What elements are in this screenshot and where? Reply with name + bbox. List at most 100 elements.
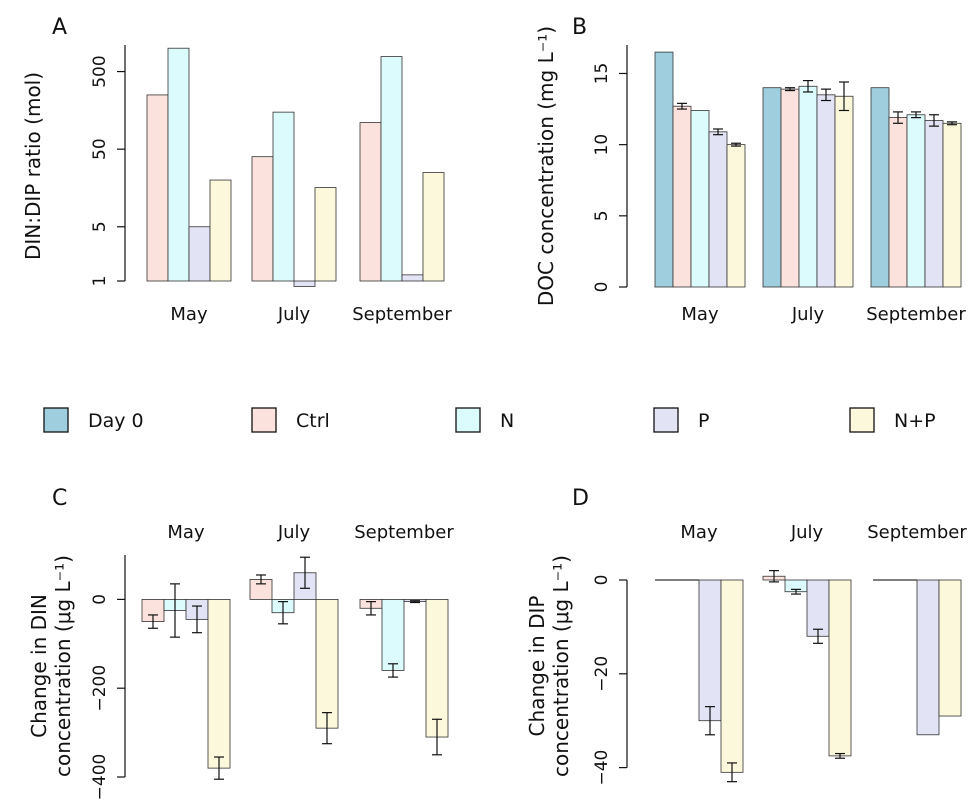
panel-d-y-tick-label: −40 xyxy=(592,750,612,786)
panel-b-error-bar xyxy=(785,87,795,92)
legend-swatch-n xyxy=(455,407,481,433)
panel-b-bar-day0 xyxy=(870,87,890,288)
panel-b-bar-n xyxy=(690,110,710,288)
panel-c-error-bar xyxy=(214,756,224,780)
panel-b-error-bar xyxy=(677,102,687,110)
panel-c-ylabel-line1: Change in DIN xyxy=(27,594,51,738)
panel-b-error-bar xyxy=(803,79,813,93)
panel-c-y-tick-label: −400 xyxy=(90,754,110,801)
legend-item-n: N xyxy=(455,407,514,433)
panel-a-bar-n xyxy=(167,47,190,282)
panel-a-bar-np xyxy=(314,187,337,282)
panel-b-y-tick-label: 15 xyxy=(592,63,612,85)
legend-swatch-p xyxy=(653,407,679,433)
panel-a-y-tick-label: 1 xyxy=(90,276,110,287)
panel-d-bar-p xyxy=(806,579,830,637)
panel-b-plot: 0 5 10 15 May July September xyxy=(592,45,966,325)
panel-c-y-tick-label: 0 xyxy=(90,594,110,605)
panel-c-error-bar xyxy=(148,614,158,629)
panel-a-ylabel: DIN:DIP ratio (mol) xyxy=(21,72,45,260)
panel-b-category-label: July xyxy=(791,304,825,325)
panel-b-bar-p xyxy=(708,131,728,288)
legend: Day 0 Ctrl N P N+P xyxy=(43,407,936,433)
panel-c-error-bar xyxy=(170,583,180,638)
panel-b-error-bar xyxy=(713,128,723,136)
panel-a-bar-ctrl xyxy=(251,156,274,282)
panel-a-bar-np xyxy=(209,179,232,282)
legend-item-ctrl: Ctrl xyxy=(251,407,330,433)
panel-a-y-tick-label: 5 xyxy=(90,221,110,232)
panel-c-error-bar xyxy=(366,601,376,616)
legend-label-p: P xyxy=(698,410,709,432)
panel-b-bar-p xyxy=(924,120,944,288)
panel-c-bar-np xyxy=(425,599,449,738)
panel-b-bar-ctrl xyxy=(780,88,800,288)
panel-d-error-bar xyxy=(727,762,737,783)
panel-b-bar-ctrl xyxy=(888,117,908,288)
panel-b-error-bar xyxy=(947,121,957,126)
panel-d-bar-p xyxy=(698,579,722,722)
panel-b-letter: B xyxy=(572,15,587,40)
panel-a-bar-p xyxy=(293,280,316,287)
panel-c-error-bar xyxy=(388,663,398,678)
panel-d-y-tick-label: 0 xyxy=(592,575,612,586)
panel-b-error-bar xyxy=(821,88,831,102)
panel-c-error-bar xyxy=(278,601,288,625)
panel-c-bar-np xyxy=(315,599,339,729)
panel-d-ylabel-line2: concentration (μg L⁻¹) xyxy=(549,555,573,777)
legend-swatch-ctrl xyxy=(251,407,277,433)
panel-b-error-bar xyxy=(911,111,921,119)
panel-b-bar-day0 xyxy=(762,87,782,288)
panel-b-bar-np xyxy=(726,144,746,288)
panel-a-category-label: September xyxy=(352,304,452,325)
panel-c-bar-np xyxy=(207,599,231,769)
panel-d-category-label: May xyxy=(680,522,718,543)
panel-c-error-bar xyxy=(300,556,310,589)
panel-c-error-bar xyxy=(432,718,442,756)
panel-c: C Change in DIN concentration (μg L⁻¹) 0… xyxy=(27,486,454,800)
panel-a-y-tick-label: 500 xyxy=(90,55,110,87)
legend-swatch-np xyxy=(849,407,875,433)
panel-a-bar-p xyxy=(188,226,211,282)
panel-a-category-label: May xyxy=(170,304,208,325)
panel-d-category-label: July xyxy=(790,522,824,543)
legend-label-n: N xyxy=(500,410,514,432)
panel-d-bar-np xyxy=(938,579,962,717)
panel-d-letter: D xyxy=(572,486,589,511)
panel-a-bar-p xyxy=(401,274,424,282)
panel-c-letter: C xyxy=(52,486,67,511)
legend-label-np: N+P xyxy=(894,410,936,432)
panel-a-bar-n xyxy=(272,111,295,282)
panel-b-category-label: September xyxy=(866,304,966,325)
panel-d-category-label: September xyxy=(867,522,967,543)
panel-d-error-bar xyxy=(835,752,845,759)
panel-d-error-bar xyxy=(705,706,715,736)
panel-d-bar-p xyxy=(916,579,940,736)
legend-label-ctrl: Ctrl xyxy=(296,410,330,432)
panel-a-category-label: July xyxy=(277,304,311,325)
panel-d-plot: 0 −20 −40 May July September xyxy=(592,522,967,786)
panel-c-ylabel-line2: concentration (μg L⁻¹) xyxy=(51,555,75,777)
legend-item-p: P xyxy=(653,407,709,433)
panel-c-error-bar xyxy=(256,574,266,585)
legend-item-np: N+P xyxy=(849,407,936,433)
panel-d-error-bar xyxy=(813,628,823,644)
panel-c-bar-n xyxy=(381,599,405,671)
panel-a-letter: A xyxy=(52,15,67,40)
panel-c-error-bar xyxy=(322,712,332,745)
panel-b-bar-day0 xyxy=(654,51,674,288)
panel-b-y-tick-label: 10 xyxy=(592,134,612,156)
panel-b-bar-p xyxy=(816,94,836,288)
panel-c-plot: 0 −200 −400 May July September xyxy=(90,522,454,800)
panel-b-bar-n xyxy=(906,114,926,288)
panel-c-category-label: May xyxy=(167,522,205,543)
panel-b-error-bar xyxy=(893,111,903,124)
panel-b-error-bar xyxy=(731,142,741,147)
panel-b-y-tick-label: 0 xyxy=(592,282,612,293)
panel-b-category-label: May xyxy=(681,304,719,325)
panel-c-error-bar xyxy=(192,605,202,634)
panel-d-y-tick-label: −20 xyxy=(592,656,612,692)
panel-d-error-bar xyxy=(791,588,801,595)
panel-a-plot: 1 5 50 500 May July September xyxy=(90,45,452,325)
